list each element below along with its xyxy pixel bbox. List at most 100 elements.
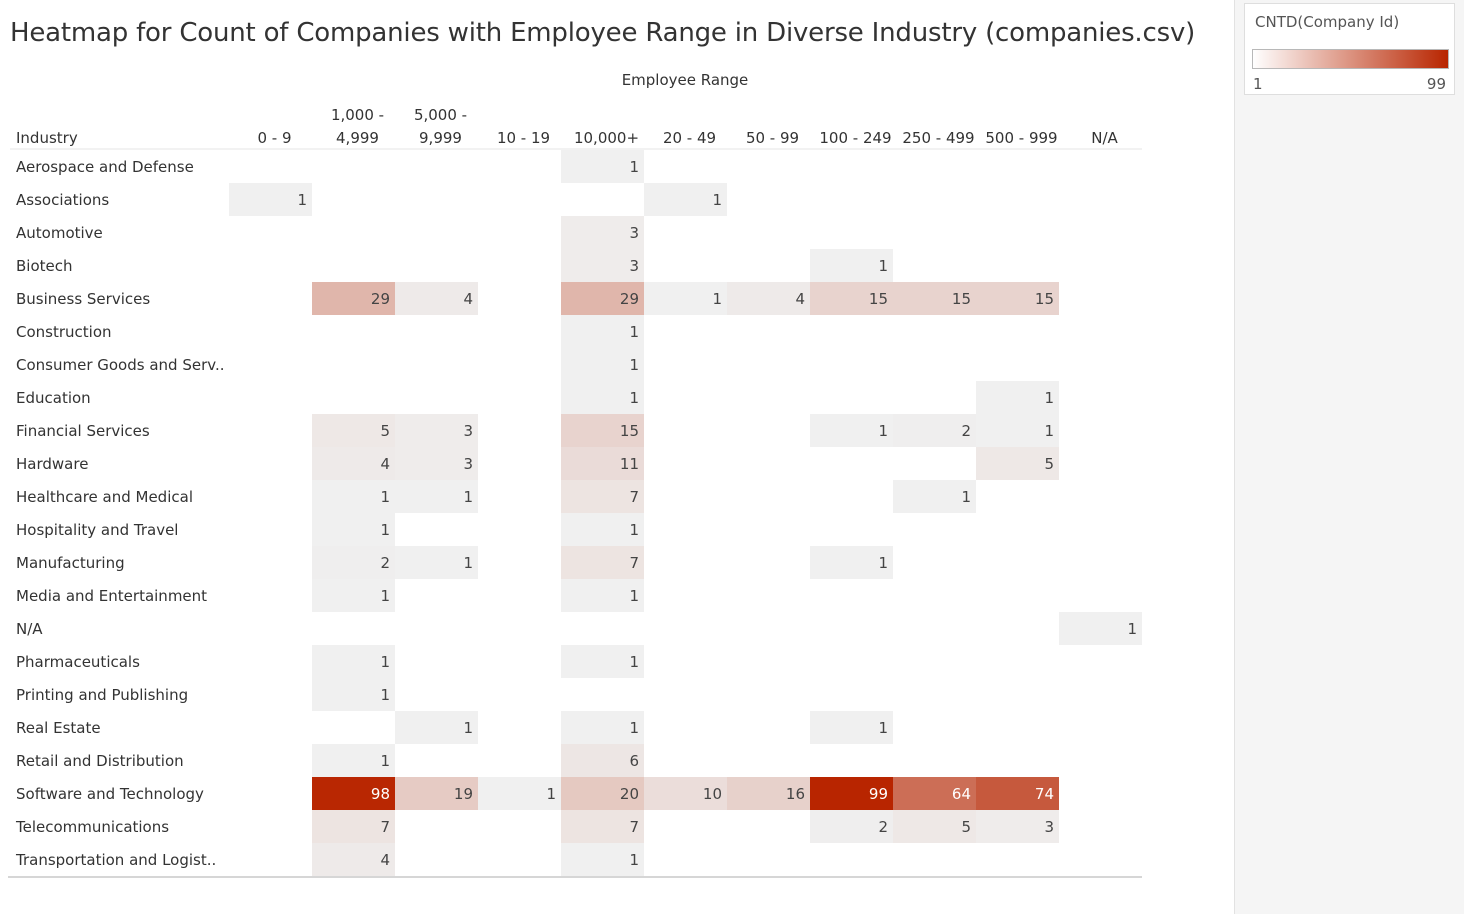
heatmap-cell[interactable] (395, 447, 478, 480)
cell-value-label: 10 (703, 785, 722, 803)
heatmap-cell[interactable] (976, 777, 1059, 810)
heatmap-cell[interactable] (893, 282, 976, 315)
row-label-telecommunications: Telecommunications (15, 818, 169, 836)
heatmap-cell[interactable] (312, 777, 395, 810)
heatmap-cell[interactable] (727, 282, 810, 315)
column-header-100-249: 100 - 249 (819, 129, 891, 147)
heatmap-cell[interactable] (312, 678, 395, 711)
heatmap-cell[interactable] (976, 414, 1059, 447)
heatmap-cell[interactable] (395, 414, 478, 447)
heatmap-cell[interactable] (312, 810, 395, 843)
legend-title: CNTD(Company Id) (1255, 13, 1400, 31)
heatmap-cell[interactable] (561, 777, 644, 810)
heatmap-cell[interactable] (561, 249, 644, 282)
color-legend: CNTD(Company Id) 1 99 (1244, 3, 1455, 95)
cell-value-label: 99 (869, 785, 888, 803)
heatmap-cell[interactable] (561, 810, 644, 843)
heatmap-cell[interactable] (312, 645, 395, 678)
heatmap-cell[interactable] (976, 282, 1059, 315)
cell-value-label: 1 (380, 488, 390, 506)
heatmap-cell[interactable] (395, 777, 478, 810)
heatmap-cell[interactable] (312, 282, 395, 315)
heatmap-cell[interactable] (644, 282, 727, 315)
column-header-250-499: 250 - 499 (902, 129, 974, 147)
row-label-transportation-and-logist: Transportation and Logist.. (15, 851, 216, 869)
heatmap-cell[interactable] (810, 810, 893, 843)
heatmap-cell[interactable] (810, 546, 893, 579)
side-panel: CNTD(Company Id) 1 99 (1234, 0, 1464, 914)
heatmap-cell[interactable] (893, 414, 976, 447)
heatmap-cell[interactable] (976, 447, 1059, 480)
heatmap-cell[interactable] (312, 480, 395, 513)
cell-value-label: 1 (380, 587, 390, 605)
cell-value-label: 1 (629, 389, 639, 407)
cell-value-label: 3 (463, 455, 473, 473)
heatmap-cell[interactable] (893, 810, 976, 843)
heatmap-cell[interactable] (312, 843, 395, 876)
heatmap-cell[interactable] (395, 711, 478, 744)
heatmap-cell[interactable] (395, 480, 478, 513)
row-label-pharmaceuticals: Pharmaceuticals (16, 653, 140, 671)
heatmap-cell[interactable] (561, 480, 644, 513)
cell-value-label: 1 (961, 488, 971, 506)
cell-value-label: 15 (869, 290, 888, 308)
heatmap-cell[interactable] (561, 414, 644, 447)
heatmap-cell[interactable] (727, 777, 810, 810)
row-label-healthcare-and-medical: Healthcare and Medical (16, 488, 193, 506)
heatmap-cell[interactable] (810, 711, 893, 744)
heatmap-cell[interactable] (561, 513, 644, 546)
heatmap-cell[interactable] (395, 546, 478, 579)
heatmap-cell[interactable] (561, 348, 644, 381)
row-label-aerospace-and-defense: Aerospace and Defense (16, 158, 194, 176)
heatmap-cell[interactable] (561, 315, 644, 348)
heatmap-cell[interactable] (312, 546, 395, 579)
heatmap-cell[interactable] (893, 480, 976, 513)
heatmap-cell[interactable] (478, 777, 561, 810)
heatmap-cell[interactable] (810, 414, 893, 447)
cell-value-label: 15 (1035, 290, 1054, 308)
legend-min-label: 1 (1253, 75, 1263, 93)
heatmap-cell[interactable] (561, 546, 644, 579)
heatmap-cell[interactable] (229, 183, 312, 216)
cell-value-label: 15 (952, 290, 971, 308)
cell-value-label: 3 (1044, 818, 1054, 836)
row-label-real-estate: Real Estate (16, 719, 101, 737)
heatmap-cell[interactable] (810, 282, 893, 315)
cell-value-label: 1 (712, 290, 722, 308)
heatmap-cell[interactable] (561, 282, 644, 315)
heatmap-cell[interactable] (312, 579, 395, 612)
cell-value-label: 3 (629, 257, 639, 275)
heatmap-cell[interactable] (561, 150, 644, 183)
heatmap-cell[interactable] (810, 249, 893, 282)
heatmap-cell[interactable] (561, 381, 644, 414)
cell-value-label: 1 (878, 257, 888, 275)
heatmap-cell[interactable] (644, 777, 727, 810)
heatmap-cell[interactable] (561, 645, 644, 678)
heatmap-cell[interactable] (976, 381, 1059, 414)
row-label-education: Education (16, 389, 91, 407)
heatmap-cell[interactable] (561, 843, 644, 876)
heatmap-cell[interactable] (312, 513, 395, 546)
cell-value-label: 3 (463, 422, 473, 440)
cell-value-label: 1 (629, 323, 639, 341)
heatmap-cell[interactable] (561, 447, 644, 480)
cell-value-label: 2 (878, 818, 888, 836)
heatmap-cell[interactable] (561, 744, 644, 777)
heatmap-cell[interactable] (1059, 612, 1142, 645)
heatmap-cell[interactable] (893, 777, 976, 810)
heatmap-cell[interactable] (976, 810, 1059, 843)
cell-value-label: 1 (1044, 422, 1054, 440)
heatmap-cell[interactable] (312, 414, 395, 447)
heatmap-cell[interactable] (810, 777, 893, 810)
cell-value-label: 1 (380, 521, 390, 539)
heatmap-cell[interactable] (312, 447, 395, 480)
row-label-software-and-technology: Software and Technology (16, 785, 204, 803)
heatmap-cell[interactable] (561, 216, 644, 249)
heatmap-cell[interactable] (644, 183, 727, 216)
heatmap-cell[interactable] (312, 744, 395, 777)
heatmap-cell[interactable] (561, 579, 644, 612)
cell-value-label: 1 (380, 752, 390, 770)
heatmap-cell[interactable] (395, 282, 478, 315)
heatmap-cell[interactable] (561, 711, 644, 744)
